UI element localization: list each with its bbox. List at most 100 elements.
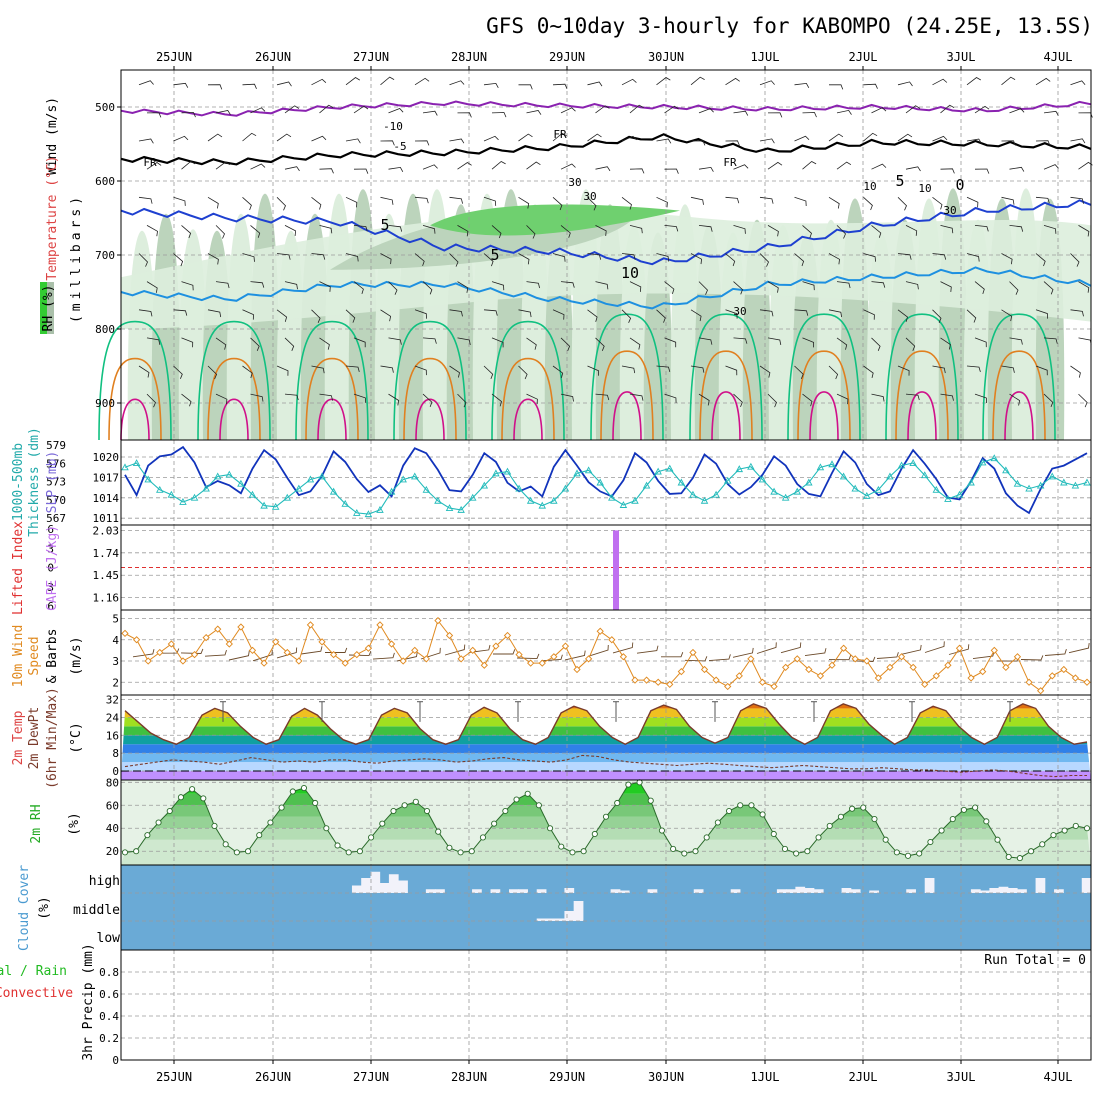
rh-marker xyxy=(759,811,766,818)
wind-barb xyxy=(242,132,257,142)
thickness-marker xyxy=(1025,484,1033,492)
wind10-marker xyxy=(909,663,917,672)
temp-tick-label: 8 xyxy=(112,747,119,760)
wind-barb xyxy=(974,393,987,404)
wind-barb xyxy=(345,77,361,86)
rh-marker xyxy=(849,805,856,812)
wind10-barb xyxy=(276,647,298,659)
thickness-marker xyxy=(550,496,558,504)
wind-barb xyxy=(388,281,398,295)
wind-barb xyxy=(215,110,231,115)
wind-barb xyxy=(345,196,358,208)
wind-barb xyxy=(207,84,223,90)
wind-barb xyxy=(656,309,666,323)
isotherm-diurnal-loop xyxy=(787,313,861,441)
rh2m-label: 2m RH xyxy=(29,804,44,843)
rh-tick-label: 80 xyxy=(106,776,119,789)
rh-marker xyxy=(625,781,632,788)
cloud-block-high xyxy=(1017,889,1027,893)
wind-barb xyxy=(422,164,438,170)
date-label-bottom: 29JUN xyxy=(549,1070,585,1084)
wind-barb xyxy=(1035,253,1046,267)
thickness-marker xyxy=(283,493,292,501)
thickness-marker xyxy=(179,498,187,505)
wind-barb xyxy=(829,84,844,90)
contour-label: 5 xyxy=(490,246,499,264)
wind-barb xyxy=(905,281,919,290)
wind10-marker xyxy=(851,655,859,663)
wind-barb xyxy=(250,337,260,351)
wind-barb xyxy=(759,138,775,144)
wind-barb xyxy=(828,196,840,209)
precip-tick-label: 0 xyxy=(112,1054,119,1067)
rh-marker xyxy=(647,797,654,804)
wind-barb xyxy=(483,196,497,206)
temp-tick-label: 24 xyxy=(106,711,120,724)
wind-barb xyxy=(388,166,404,172)
date-label-bottom: 4JUL xyxy=(1044,1070,1073,1084)
wind10-marker xyxy=(237,623,245,631)
rh-marker xyxy=(658,827,665,834)
wind-barb xyxy=(1035,140,1051,146)
wind-barb xyxy=(449,138,465,144)
thickness-marker xyxy=(781,493,790,501)
wind-barb xyxy=(1035,196,1050,204)
rh-marker xyxy=(155,819,162,826)
cape-tick-label: 2.03 xyxy=(93,524,120,537)
wind-barb xyxy=(621,309,632,323)
wind-barb xyxy=(311,78,327,86)
wind-barb xyxy=(698,393,710,406)
wind-barb xyxy=(725,365,738,376)
convective-label: Convective xyxy=(0,986,73,1001)
wind10-marker xyxy=(654,678,662,686)
rh-legend-swatch-2 xyxy=(47,282,54,334)
wind-barb xyxy=(1078,161,1093,170)
isotherm-plus10-line xyxy=(120,266,1092,310)
contour-label: FR xyxy=(723,156,737,169)
minmax-label: (6hr Min/Max) xyxy=(45,687,60,789)
rh-marker xyxy=(435,828,442,835)
rh-tick-label: 20 xyxy=(106,845,119,858)
wind-barb xyxy=(560,337,571,351)
wind-barb xyxy=(457,225,469,237)
contour-label: 30 xyxy=(583,190,596,203)
rh-marker xyxy=(893,849,900,856)
wind-barb xyxy=(319,393,333,401)
wind-barb xyxy=(526,393,538,405)
wind-barb xyxy=(974,168,990,174)
rh-marker xyxy=(547,825,554,832)
wind10-marker xyxy=(1013,653,1022,661)
wind-barb xyxy=(560,281,575,288)
wind-barb xyxy=(802,337,815,348)
isotherm-diurnal-loop xyxy=(415,398,445,441)
wind-barb xyxy=(725,253,736,267)
isotherm-plus5-line xyxy=(120,199,1092,266)
date-label-bottom: 1JUL xyxy=(751,1070,780,1084)
pressure-tick-label: 500 xyxy=(95,101,115,114)
wind10-marker xyxy=(318,638,326,646)
wind10-barb xyxy=(612,642,634,654)
isotherm-diurnal-loop xyxy=(120,398,150,441)
thickness-marker xyxy=(318,472,326,480)
wind10-barb xyxy=(900,644,922,655)
wind-barb xyxy=(560,107,576,114)
wind-barb xyxy=(690,309,702,322)
wind-barb xyxy=(173,82,189,88)
cloud-tick-label: high xyxy=(89,874,120,889)
thickness-tick-label: 579 xyxy=(46,439,66,452)
slp-line xyxy=(124,445,1088,515)
wind-barb xyxy=(595,105,610,114)
wind10-marker xyxy=(214,625,222,633)
wind-barb xyxy=(422,110,438,116)
isotherm-diurnal-loop xyxy=(108,357,162,441)
wind-barb xyxy=(449,253,459,267)
rh-marker xyxy=(938,827,945,834)
cloud-block-high xyxy=(869,890,880,893)
wind-barb xyxy=(897,253,912,260)
cloud-tick-label: middle xyxy=(73,903,120,918)
isotherm-diurnal-loop xyxy=(907,391,937,441)
wind-barb xyxy=(138,309,153,317)
wind-barb xyxy=(759,196,774,204)
wind10-ticks: 2 3 4 5 xyxy=(112,613,119,690)
